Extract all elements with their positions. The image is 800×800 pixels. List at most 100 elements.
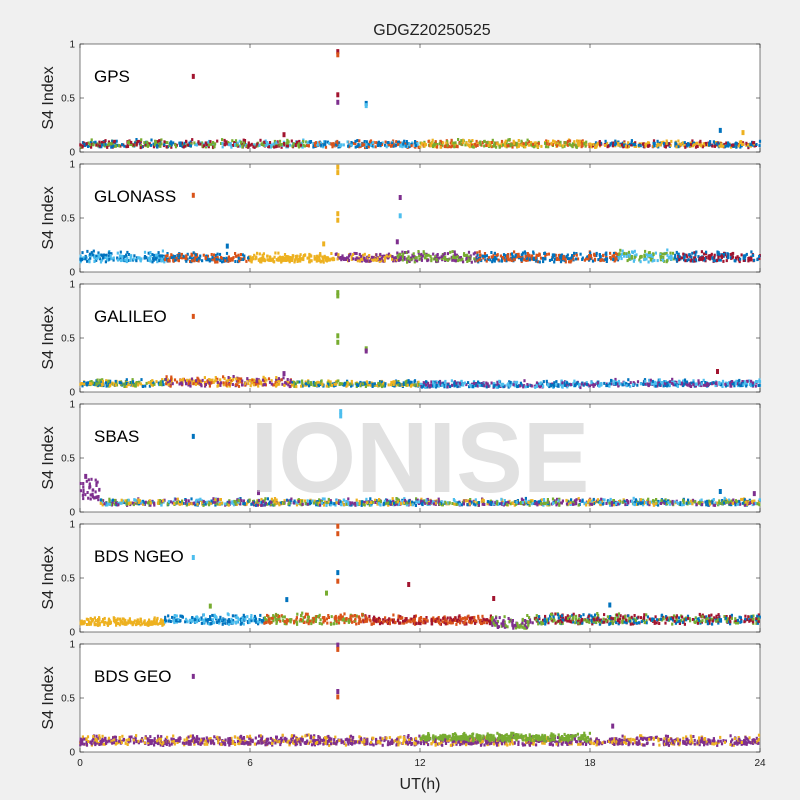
data-point (528, 258, 531, 262)
data-point (89, 493, 92, 497)
data-point (221, 141, 224, 145)
data-point (180, 141, 183, 145)
data-point (612, 251, 616, 255)
data-point (720, 142, 723, 146)
data-point (228, 384, 231, 388)
data-point (188, 256, 192, 260)
data-point (441, 503, 444, 507)
data-point (443, 383, 446, 387)
data-point (356, 145, 359, 148)
data-point (617, 143, 620, 147)
data-point (658, 378, 661, 382)
data-point (709, 254, 712, 258)
data-point (567, 257, 570, 261)
data-point (721, 381, 724, 385)
data-point (751, 503, 754, 507)
data-point (82, 497, 85, 501)
data-point (612, 141, 615, 145)
data-point (441, 383, 444, 387)
data-point (222, 375, 225, 379)
data-point (639, 382, 642, 386)
data-point (542, 380, 545, 384)
data-point (560, 379, 563, 383)
data-point (256, 251, 259, 255)
data-point (195, 258, 199, 262)
data-point (724, 144, 727, 148)
data-point (159, 380, 162, 384)
data-point (97, 498, 100, 502)
data-point (559, 501, 562, 505)
data-point (197, 142, 200, 146)
data-point (627, 145, 630, 149)
data-point (443, 145, 446, 149)
data-point (555, 380, 558, 384)
data-point (170, 253, 173, 257)
data-point (568, 260, 571, 264)
data-point (466, 253, 469, 257)
data-point (246, 378, 249, 382)
data-point (286, 255, 289, 259)
data-point (656, 144, 659, 148)
data-point (307, 381, 310, 385)
data-point (251, 379, 254, 383)
data-point (238, 259, 241, 263)
data-point (690, 257, 693, 261)
data-point (669, 255, 672, 259)
data-point (368, 503, 371, 507)
data-point (639, 144, 642, 148)
data-point (523, 250, 526, 254)
data-point (670, 257, 673, 261)
data-point (365, 380, 368, 384)
data-point (652, 139, 656, 143)
data-point (340, 143, 343, 147)
data-point (441, 143, 444, 147)
data-point (733, 384, 736, 388)
data-point (253, 378, 256, 382)
data-point (222, 381, 225, 385)
data-point (755, 143, 758, 146)
data-point (509, 144, 512, 148)
data-point (84, 257, 87, 261)
data-point (137, 382, 140, 386)
data-point (725, 141, 728, 145)
data-point (753, 258, 756, 262)
data-point (88, 482, 91, 486)
data-point (567, 500, 570, 504)
data-point (611, 144, 615, 148)
data-point (262, 258, 265, 262)
data-point (700, 382, 703, 386)
data-point (633, 258, 636, 261)
data-point (595, 145, 598, 149)
data-point (196, 381, 199, 385)
y-tick-label: 0.5 (61, 214, 75, 225)
data-point (660, 141, 663, 145)
data-point (755, 380, 758, 384)
data-point (125, 259, 129, 263)
data-point (405, 379, 409, 383)
data-point (195, 380, 198, 384)
data-point (656, 141, 659, 145)
data-point (496, 253, 499, 257)
data-point (645, 253, 648, 257)
data-point (481, 254, 484, 258)
data-point (92, 255, 96, 259)
data-point (741, 497, 744, 501)
data-point (208, 378, 211, 382)
data-point (619, 248, 622, 252)
data-point (312, 142, 315, 145)
outlier-point (225, 243, 229, 249)
data-point (594, 143, 597, 147)
data-point (674, 256, 677, 260)
data-point (531, 499, 534, 503)
data-point (173, 378, 177, 382)
data-point (364, 382, 368, 386)
data-point (304, 382, 307, 386)
data-point (498, 379, 501, 383)
data-point (421, 382, 424, 386)
data-point (579, 142, 582, 146)
data-point (358, 145, 361, 149)
data-point (338, 383, 341, 386)
data-point (252, 381, 255, 385)
data-point (730, 256, 733, 260)
data-point (551, 255, 554, 259)
